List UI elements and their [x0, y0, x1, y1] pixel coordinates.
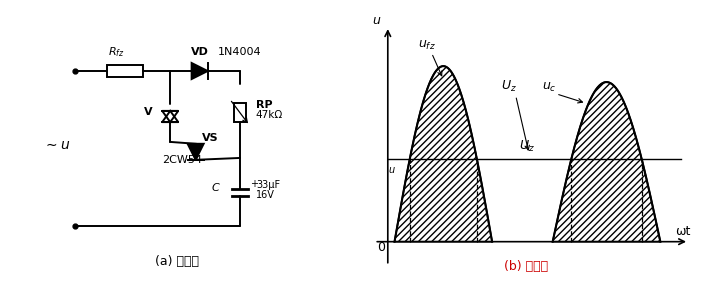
- Text: 16V: 16V: [256, 190, 275, 199]
- Text: ωt: ωt: [675, 225, 690, 238]
- Polygon shape: [552, 82, 660, 242]
- Text: 47kΩ: 47kΩ: [256, 110, 283, 120]
- Text: RP: RP: [256, 100, 273, 110]
- Text: 1N4004: 1N4004: [218, 47, 261, 57]
- Text: VD: VD: [191, 47, 209, 57]
- Text: 0: 0: [377, 241, 385, 254]
- Text: V: V: [144, 107, 153, 117]
- Bar: [233, 103, 246, 122]
- Text: $U_z$: $U_z$: [501, 79, 517, 94]
- Text: 2CW54: 2CW54: [162, 155, 203, 165]
- Bar: [107, 65, 143, 77]
- Polygon shape: [188, 144, 204, 160]
- Text: (b) 波形图: (b) 波形图: [504, 261, 547, 273]
- Text: $\sim u$: $\sim u$: [43, 138, 70, 152]
- Polygon shape: [191, 63, 207, 79]
- Text: $R_{fz}$: $R_{fz}$: [109, 46, 125, 59]
- Text: u: u: [388, 164, 395, 174]
- Polygon shape: [395, 66, 492, 242]
- Text: $u_c$: $u_c$: [542, 81, 557, 94]
- Text: $C$: $C$: [211, 181, 221, 193]
- Text: 33μF: 33μF: [256, 180, 280, 190]
- Text: (a) 电路图: (a) 电路图: [155, 255, 199, 268]
- Text: $u_{fz}$: $u_{fz}$: [418, 39, 435, 52]
- Text: u: u: [372, 14, 380, 26]
- Text: +: +: [250, 179, 258, 189]
- Text: VS: VS: [201, 133, 218, 143]
- Text: $U_z$: $U_z$: [519, 139, 536, 154]
